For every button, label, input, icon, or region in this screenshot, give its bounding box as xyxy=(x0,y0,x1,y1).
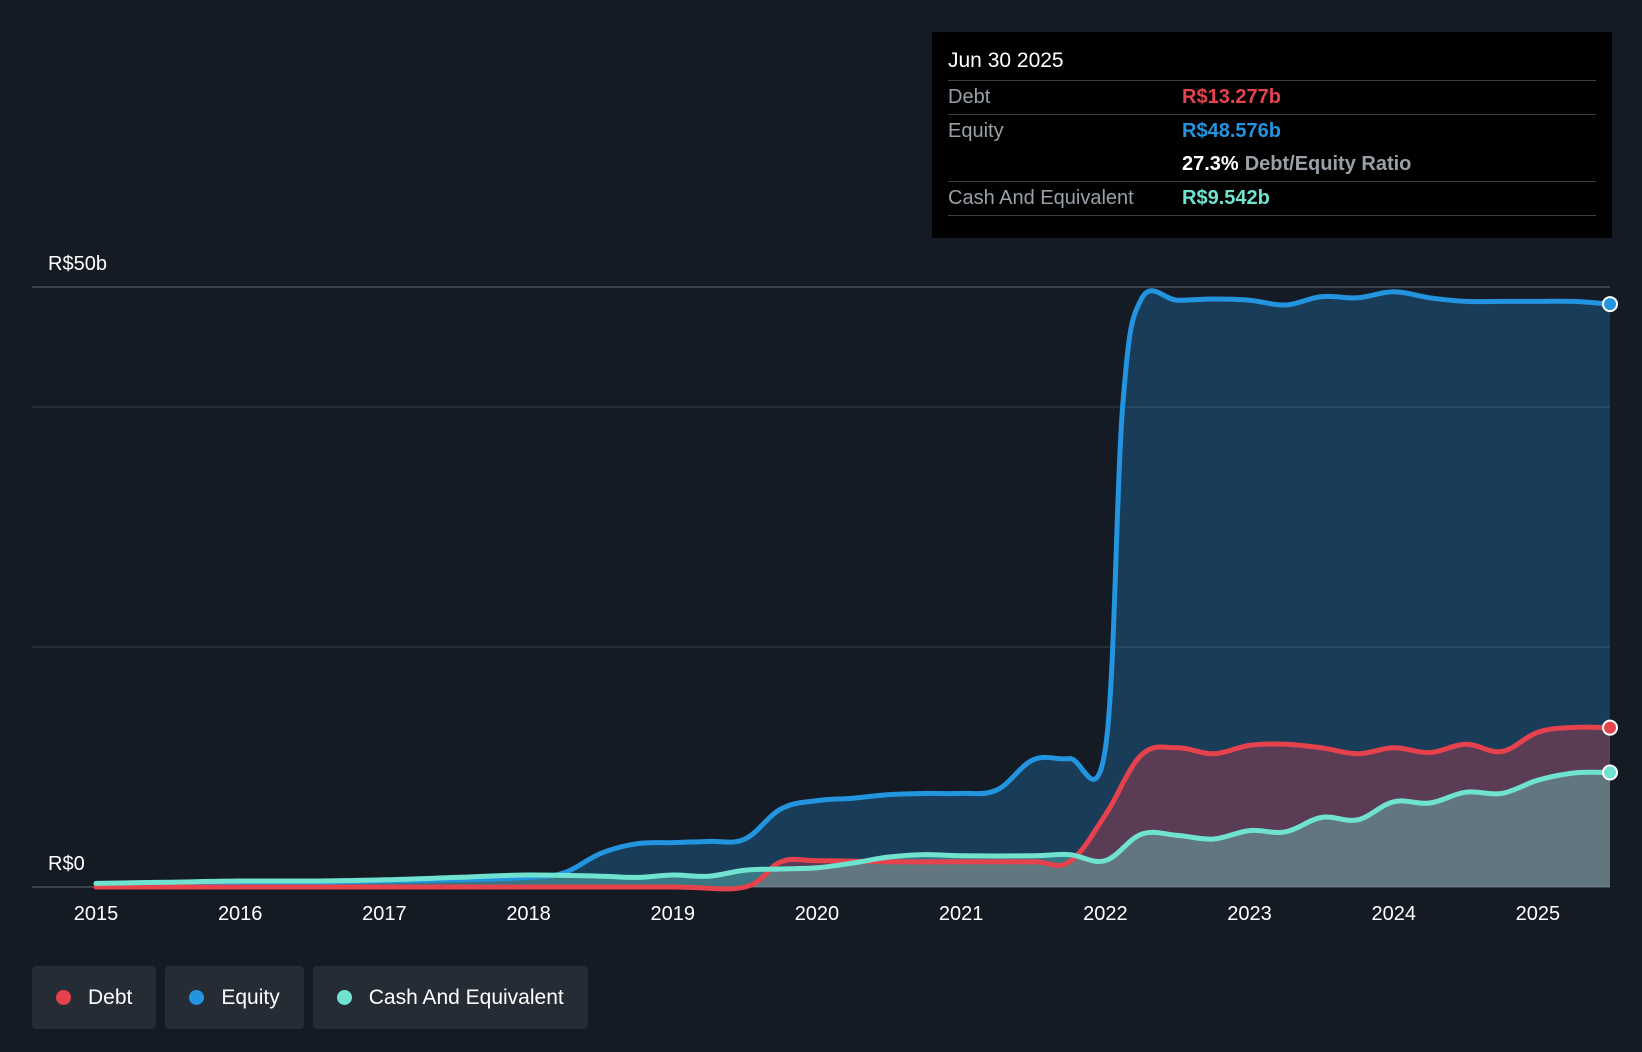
tooltip-cash-label: Cash And Equivalent xyxy=(948,187,1134,209)
tooltip-debt-label: Debt xyxy=(948,86,991,108)
x-tick-label-2015: 2015 xyxy=(74,903,119,925)
tooltip-row-debt: Debt R$13.277b xyxy=(948,80,1596,114)
legend-cash-label: Cash And Equivalent xyxy=(368,985,564,1009)
end-markers xyxy=(1602,296,1618,781)
tooltip-panel: Jun 30 2025 Debt R$13.277b Equity R$48.5… xyxy=(932,32,1612,238)
tooltip-equity-value: R$48.576b xyxy=(1182,120,1281,142)
legend-item-debt[interactable]: Debt xyxy=(32,966,157,1029)
debt-dot-icon xyxy=(56,990,71,1005)
x-tick-label-2019: 2019 xyxy=(651,903,696,925)
equity-dot-icon xyxy=(189,990,205,1005)
x-tick-label-2021: 2021 xyxy=(939,903,984,925)
legend-item-equity[interactable]: Equity xyxy=(165,966,304,1029)
x-tick-label-2017: 2017 xyxy=(362,903,407,925)
x-tick-label-2023: 2023 xyxy=(1227,903,1272,925)
legend-item-cash[interactable]: Cash And Equivalent xyxy=(312,966,588,1029)
debt-end-marker xyxy=(1602,719,1618,736)
debt-area xyxy=(96,727,1610,889)
tooltip-cash-value: R$9.542b xyxy=(1182,187,1270,209)
tooltip-equity-label: Equity xyxy=(948,120,1004,142)
x-tick-label-2024: 2024 xyxy=(1371,903,1416,925)
cash-line xyxy=(93,769,1613,886)
debt-line xyxy=(93,724,1613,892)
axis-labels: 2015 2016 2017 2018 2019 2020 2021 2022 2023 2024… xyxy=(48,253,1560,925)
x-tick-label-2022: 2022 xyxy=(1083,903,1128,925)
cash-dot-icon xyxy=(336,990,352,1005)
y-tick-label-50: R$50b xyxy=(48,253,107,275)
tooltip-row-ratio: 27.3% Debt/Equity Ratio xyxy=(948,148,1596,181)
x-tick-label-2018: 2018 xyxy=(506,903,551,925)
x-tick-label-2016: 2016 xyxy=(218,903,263,925)
legend-debt-label: Debt xyxy=(88,985,133,1009)
equity-end-marker xyxy=(1602,296,1618,313)
tooltip-row-cash: Cash And Equivalent R$9.542b xyxy=(948,181,1596,216)
y-tick-label-0: R$0 xyxy=(48,853,85,875)
tooltip-ratio-value: 27.3% xyxy=(1182,153,1239,175)
equity-area xyxy=(96,290,1610,887)
area-fills xyxy=(96,290,1610,889)
tooltip-ratio-label: Debt/Equity Ratio xyxy=(1244,153,1412,175)
x-tick-label-2020: 2020 xyxy=(795,903,840,925)
tooltip-date: Jun 30 2025 xyxy=(948,49,1064,72)
x-tick-label-2025: 2025 xyxy=(1516,903,1561,925)
tooltip-row-equity: Equity R$48.576b xyxy=(948,114,1596,148)
series-lines xyxy=(93,288,1613,892)
tooltip-debt-value: R$13.277b xyxy=(1182,86,1281,108)
legend: Debt Equity Cash And Equivalent xyxy=(32,966,588,1029)
cash-end-marker xyxy=(1602,764,1618,781)
legend-equity-label: Equity xyxy=(221,985,280,1009)
cash-area xyxy=(96,772,1610,887)
